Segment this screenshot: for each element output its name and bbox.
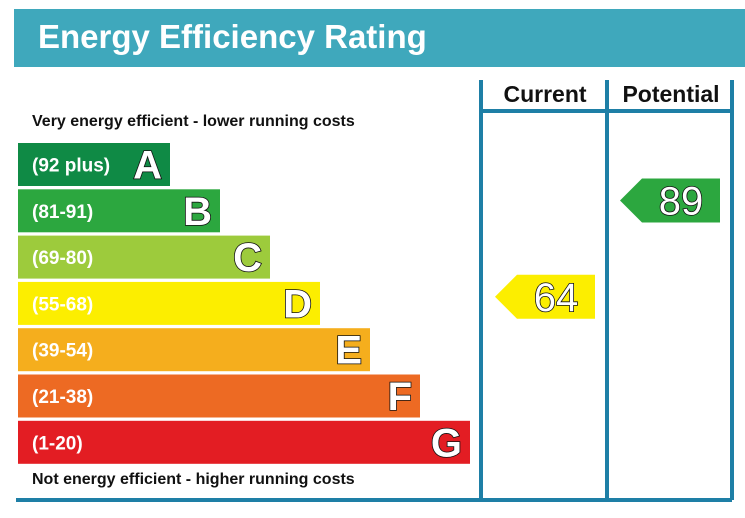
band-bar-b <box>18 189 220 233</box>
band-letter-g: G <box>431 421 462 465</box>
band-letter-f: F <box>388 375 412 419</box>
band-bar-c <box>18 235 270 279</box>
chart-title: Energy Efficiency Rating <box>38 18 427 55</box>
rating-value-potential: 89 <box>659 179 704 223</box>
band-range-a: (92 plus) <box>32 156 110 177</box>
band-letter-d: D <box>283 282 312 326</box>
column-header-potential: Potential <box>622 81 720 107</box>
band-range-d: (55-68) <box>32 294 93 315</box>
band-letter-e: E <box>335 329 362 373</box>
title-bar: Energy Efficiency Rating <box>14 9 745 67</box>
band-bar-a <box>18 143 170 186</box>
band-range-b: (81-91) <box>32 202 93 223</box>
band-bar-g <box>18 420 470 464</box>
band-bar-f <box>18 374 420 418</box>
rating-value-current: 64 <box>534 276 579 320</box>
band-range-c: (69-80) <box>32 248 93 269</box>
band-letter-a: A <box>133 144 162 188</box>
bottom-note: Not energy efficient - higher running co… <box>32 471 355 488</box>
band-range-e: (39-54) <box>32 341 93 362</box>
top-note: Very energy efficient - lower running co… <box>32 113 355 130</box>
column-header-current: Current <box>503 81 587 107</box>
band-range-f: (21-38) <box>32 387 93 408</box>
band-bar-e <box>18 328 370 372</box>
band-letter-c: C <box>233 236 262 280</box>
band-range-g: (1-20) <box>32 433 83 454</box>
rating-arrow-current <box>495 274 595 319</box>
band-letter-b: B <box>183 190 212 234</box>
band-bar-d <box>18 281 320 325</box>
rating-arrow-potential <box>620 178 720 223</box>
